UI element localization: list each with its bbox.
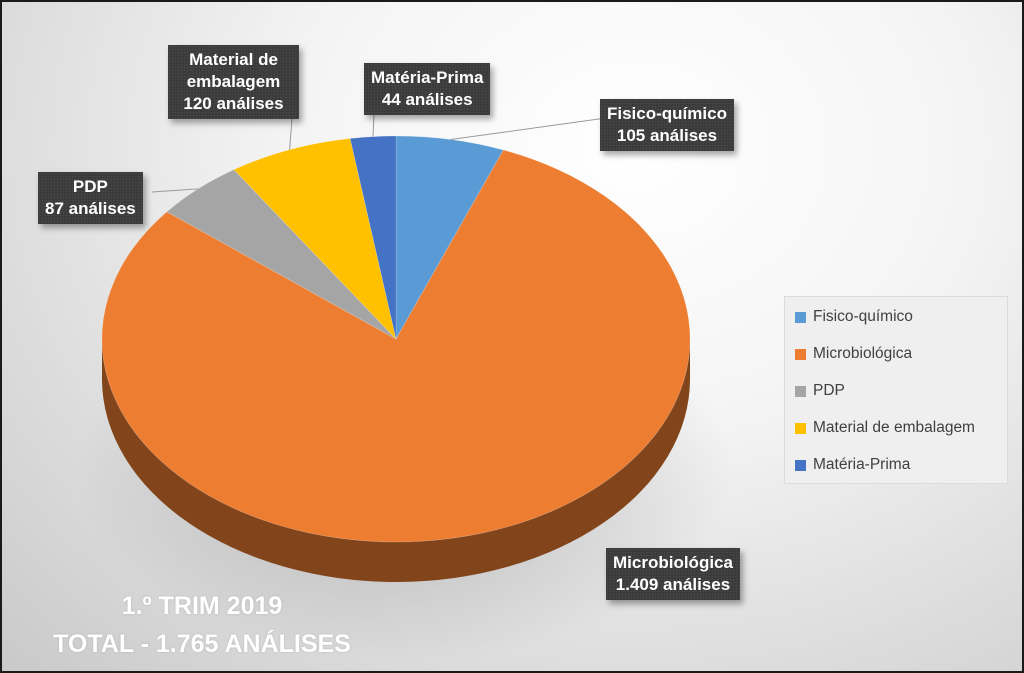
pie-slice-material-de-embalagem [233,138,397,340]
legend-item-material-de-embalagem: Material de embalagem [795,417,975,439]
chart-subtitle: TOTAL - 1.765 ANÁLISES [53,630,351,658]
data-label-name: Matéria-Prima [371,68,484,87]
legend-swatch [795,311,806,323]
data-label-name: PDP [72,177,108,196]
legend-label: Material de embalagem [813,419,975,436]
legend-swatch [795,385,806,397]
legend-swatch [795,348,806,360]
data-label-value: 44 análises [381,90,473,109]
data-label-material-de-embalagem: Material de embalagem 120 análises [168,45,299,119]
legend-item-pdp: PDP [795,380,845,402]
chart-caption: 1.º TRIM 2019 TOTAL - 1.765 ANÁLISES [2,587,402,663]
legend-item-materia-prima: Matéria-Prima [795,454,910,476]
data-label-materia-prima: Matéria-Prima 44 análises [364,63,491,115]
data-label-value: 1.409 análises [615,575,731,594]
data-label-fisico-quimico: Fisico-químico 105 análises [600,99,734,151]
legend-label: Microbiológica [813,345,913,362]
legend-item-microbiologica: Microbiológica [795,343,912,365]
pie-slice-pdp [166,169,397,340]
data-label-microbiologica: Microbiológica 1.409 análises [606,548,740,600]
data-label-pdp: PDP 87 análises [38,172,143,224]
data-label-value: 87 análises [45,199,136,218]
pie-slice-microbiologica [101,149,691,543]
legend-label: PDP [813,382,845,399]
chart-legend: Fisico-químico Microbiológica PDP Materi… [784,296,1008,484]
legend-label: Matéria-Prima [813,456,911,473]
legend-label: Fisico-químico [813,308,913,325]
pie-slice-fisico-quimico [395,135,504,341]
legend-item-fisico-quimico: Fisico-químico [795,306,913,328]
data-label-name: Microbiológica [613,553,733,572]
leader-line-pdp [151,188,199,193]
data-label-value: 120 análises [183,94,284,113]
data-label-value: 105 análises [616,126,718,145]
leader-line-materia-prima [372,113,375,137]
data-label-name: Material de embalagem [186,50,281,91]
leader-line-fisico-quimico [450,117,607,141]
legend-swatch [795,422,806,434]
legend-swatch [795,459,806,471]
pie-side-microbiologica [102,339,690,582]
data-label-name: Fisico-químico [607,104,727,123]
chart-title: 1.º TRIM 2019 [121,592,283,620]
leader-line-material-de-embalagem [289,117,293,150]
